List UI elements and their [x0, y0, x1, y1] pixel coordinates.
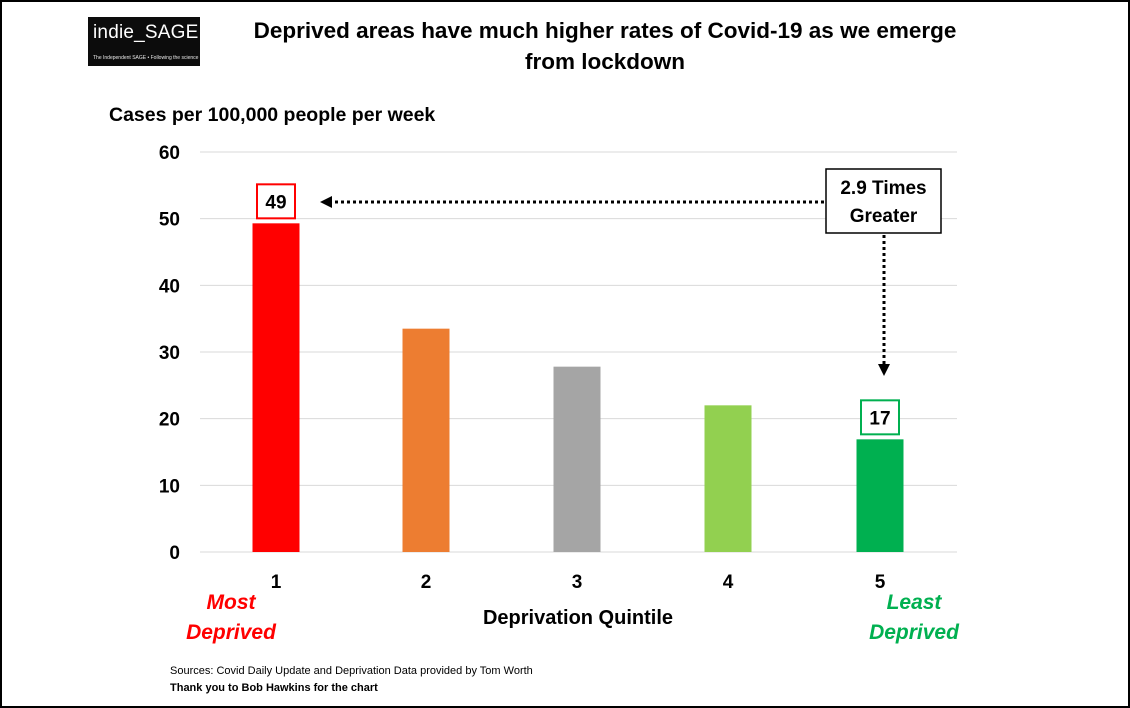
data-label-box: [860, 399, 900, 436]
ratio-box: [825, 168, 942, 234]
arrowhead-left: [320, 196, 332, 208]
y-tick-label: 40: [159, 276, 180, 297]
bar-2: [402, 328, 450, 552]
bar-1: [252, 223, 300, 553]
data-label: 49: [265, 192, 286, 213]
x-tick-label: 4: [723, 572, 734, 593]
data-labels: 49 17: [256, 183, 900, 436]
indie-sage-logo: indie_SAGE The Independent SAGE • Follow…: [88, 17, 200, 66]
y-tick-label: 50: [159, 210, 180, 231]
logo-tagline: The Independent SAGE • Following the sci…: [93, 55, 199, 61]
x-tick-label: 2: [421, 572, 432, 593]
x-tick-label: 1: [271, 572, 282, 593]
y-tick-label: 20: [159, 410, 180, 431]
y-tick-label: 60: [159, 143, 180, 164]
bar-3: [553, 366, 601, 552]
x-axis-label: Deprivation Quintile: [483, 607, 673, 629]
most-deprived-line1: Most: [207, 591, 257, 614]
ratio-text-line2: Greater: [850, 206, 918, 227]
data-label-box: [256, 183, 296, 220]
chart-credit: Thank you to Bob Hawkins for the chart: [170, 682, 378, 694]
x-tick-label: 3: [572, 572, 583, 593]
y-tick-label: 10: [159, 476, 180, 497]
sources-note: Sources: Covid Daily Update and Deprivat…: [170, 665, 533, 677]
chart-title: Deprived areas have much higher rates of…: [253, 18, 957, 74]
least-deprived-line2: Deprived: [869, 621, 960, 644]
annotations: 2.9 Times Greater Most Deprived Least Deprive…: [186, 168, 960, 644]
y-tick-label: 0: [169, 543, 180, 564]
bars: [252, 223, 904, 553]
bar-4: [704, 405, 752, 552]
x-tick-label: 5: [875, 572, 886, 593]
least-deprived-line1: Least: [887, 591, 943, 614]
arrowhead-down: [878, 364, 890, 376]
y-tick-label: 30: [159, 343, 180, 364]
y-tick-labels: 0 10 20 30 40 50 60: [159, 143, 180, 564]
bar-5: [856, 439, 904, 552]
x-tick-labels: 1 2 3 4 5: [271, 572, 886, 593]
data-label: 17: [869, 408, 890, 429]
y-axis-label: Cases per 100,000 people per week: [109, 104, 436, 126]
ratio-text-line1: 2.9 Times: [840, 178, 926, 199]
most-deprived-line2: Deprived: [186, 621, 277, 644]
logo-text: indie_SAGE: [93, 22, 199, 43]
